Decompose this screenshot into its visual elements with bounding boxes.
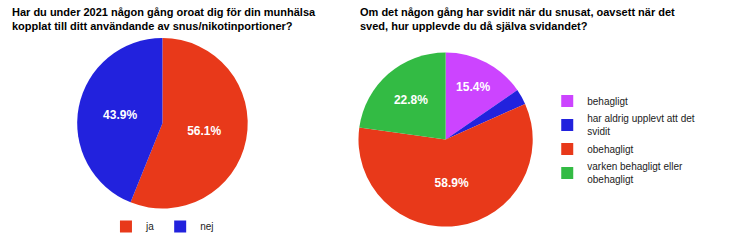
svg-text:43.9%: 43.9% (103, 108, 137, 122)
svg-text:behagligt: behagligt (587, 96, 628, 107)
svg-text:obehagligt: obehagligt (587, 144, 633, 155)
svg-text:56.1%: 56.1% (187, 124, 221, 138)
svg-text:Om det någon gång har svidit n: Om det någon gång har svidit när du snus… (360, 6, 675, 32)
svg-text:58.9%: 58.9% (435, 176, 469, 190)
svg-text:Har du under 2021 någon gång o: Har du under 2021 någon gång oroat dig f… (12, 6, 316, 32)
svg-text:15.4%: 15.4% (456, 80, 490, 94)
svg-text:ja: ja (145, 221, 154, 232)
svg-text:nej: nej (200, 221, 213, 232)
svg-text:22.8%: 22.8% (394, 93, 428, 107)
svg-text:varken behagligt ellerobehagli: varken behagligt ellerobehagligt (587, 161, 683, 185)
svg-text:har aldrig upplevt att detsvid: har aldrig upplevt att detsvidit (587, 113, 695, 137)
